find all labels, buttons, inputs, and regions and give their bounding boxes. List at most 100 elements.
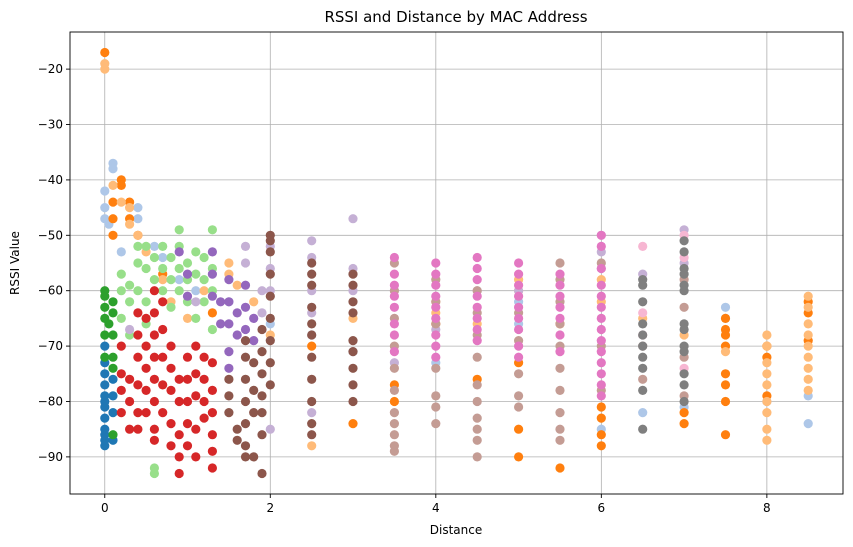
data-point bbox=[232, 435, 242, 445]
data-point bbox=[389, 430, 399, 440]
data-point bbox=[216, 297, 226, 307]
data-point bbox=[720, 369, 731, 379]
data-point bbox=[240, 258, 251, 268]
data-point bbox=[762, 369, 772, 379]
data-point bbox=[596, 241, 606, 251]
data-point bbox=[182, 419, 193, 429]
data-point bbox=[174, 286, 184, 296]
data-point bbox=[596, 430, 606, 440]
data-point bbox=[514, 452, 524, 462]
data-point bbox=[116, 286, 126, 296]
data-point bbox=[596, 280, 606, 290]
data-point bbox=[191, 247, 201, 257]
data-point bbox=[125, 374, 135, 384]
data-point bbox=[638, 385, 648, 395]
data-point bbox=[348, 347, 358, 357]
data-point bbox=[762, 396, 772, 407]
data-point bbox=[307, 258, 317, 268]
data-point bbox=[257, 430, 267, 440]
data-point bbox=[116, 369, 126, 379]
data-point bbox=[207, 324, 217, 335]
data-point bbox=[431, 291, 441, 301]
y-tick-label: −70 bbox=[38, 339, 63, 353]
data-point bbox=[116, 385, 126, 395]
data-point bbox=[116, 247, 126, 257]
data-point bbox=[240, 241, 251, 251]
data-point bbox=[207, 225, 217, 235]
data-point bbox=[125, 324, 135, 335]
data-point bbox=[679, 247, 689, 257]
data-point bbox=[638, 319, 648, 329]
data-point bbox=[116, 313, 126, 323]
data-point bbox=[191, 424, 201, 434]
y-tick-label: −20 bbox=[38, 62, 63, 76]
data-point bbox=[133, 203, 143, 213]
data-point bbox=[514, 291, 524, 301]
data-point bbox=[803, 341, 813, 351]
data-point bbox=[191, 269, 201, 279]
data-point bbox=[638, 297, 648, 307]
data-point bbox=[100, 64, 110, 74]
data-point bbox=[133, 241, 143, 251]
data-point bbox=[149, 275, 159, 285]
data-point bbox=[232, 308, 242, 318]
data-point bbox=[257, 308, 267, 318]
data-points bbox=[100, 47, 813, 479]
data-point bbox=[389, 347, 399, 357]
data-point bbox=[596, 263, 606, 274]
data-point bbox=[679, 408, 689, 418]
series-10 bbox=[224, 230, 358, 479]
data-point bbox=[166, 419, 176, 429]
data-point bbox=[240, 452, 251, 462]
data-point bbox=[389, 252, 399, 263]
data-point bbox=[596, 291, 606, 301]
data-point bbox=[166, 441, 176, 451]
data-point bbox=[514, 369, 524, 379]
data-point bbox=[149, 352, 159, 362]
data-point bbox=[472, 291, 482, 301]
data-point bbox=[472, 336, 482, 346]
data-point bbox=[125, 203, 135, 213]
data-point bbox=[555, 424, 565, 434]
data-point bbox=[158, 252, 168, 263]
data-point bbox=[232, 424, 242, 434]
data-point bbox=[108, 363, 118, 373]
data-point bbox=[348, 280, 358, 290]
data-point bbox=[514, 269, 524, 279]
data-point bbox=[249, 313, 259, 323]
data-point bbox=[638, 374, 648, 384]
data-point bbox=[514, 424, 524, 434]
data-point bbox=[555, 363, 565, 373]
series-12 bbox=[389, 230, 606, 401]
data-point bbox=[232, 330, 242, 340]
data-point bbox=[307, 302, 317, 312]
data-point bbox=[389, 363, 399, 373]
data-point bbox=[803, 363, 813, 373]
data-point bbox=[191, 313, 201, 323]
data-point bbox=[638, 341, 648, 351]
data-point bbox=[100, 203, 110, 213]
data-point bbox=[158, 297, 168, 307]
data-point bbox=[762, 358, 772, 368]
data-point bbox=[174, 396, 184, 407]
data-point bbox=[348, 419, 358, 429]
data-point bbox=[100, 291, 110, 301]
data-point bbox=[472, 424, 482, 434]
data-point bbox=[207, 446, 217, 456]
data-point bbox=[108, 164, 118, 174]
data-point bbox=[431, 313, 441, 323]
data-point bbox=[249, 336, 259, 346]
data-point bbox=[679, 286, 689, 296]
data-point bbox=[174, 374, 184, 384]
data-point bbox=[141, 263, 151, 274]
data-point bbox=[762, 341, 772, 351]
data-point bbox=[158, 263, 168, 274]
data-point bbox=[191, 452, 201, 462]
data-point bbox=[348, 380, 358, 390]
data-point bbox=[679, 302, 689, 312]
data-point bbox=[224, 275, 234, 285]
data-point bbox=[191, 391, 201, 401]
data-point bbox=[679, 369, 689, 379]
data-point bbox=[348, 363, 358, 373]
data-point bbox=[182, 374, 193, 384]
